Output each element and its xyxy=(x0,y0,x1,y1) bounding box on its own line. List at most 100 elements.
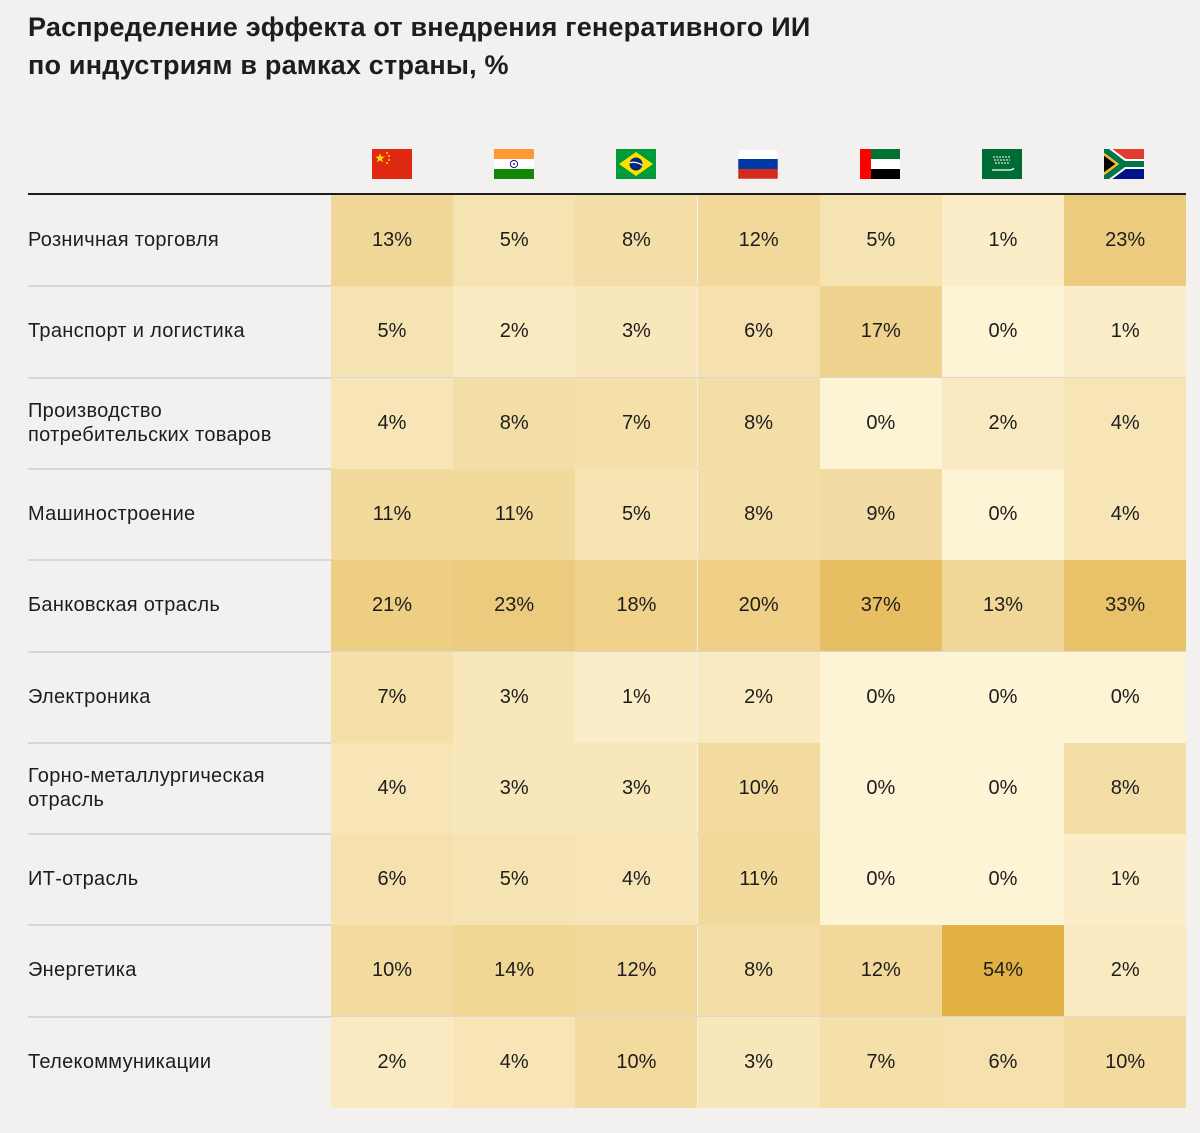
heatmap-cell: 5% xyxy=(819,195,942,286)
row-label: Банковская отрасль xyxy=(28,560,323,650)
heatmap-cell: 3% xyxy=(453,651,576,743)
heatmap-cell: 0% xyxy=(942,651,1064,743)
row-label: Транспорт и логистика xyxy=(28,286,323,376)
row-label-line: Банковская отрасль xyxy=(28,594,221,617)
heatmap-cell: 14% xyxy=(453,925,576,1017)
row-label: Электроника xyxy=(28,652,323,742)
heatmap-cell: 10% xyxy=(575,1016,698,1108)
heatmap-cell: 0% xyxy=(942,834,1064,926)
heatmap-cell: 8% xyxy=(697,925,820,1017)
heatmap-cell: 3% xyxy=(575,742,698,834)
row-label-line: потребительских товаров xyxy=(28,423,272,446)
heatmap-cell: 3% xyxy=(697,1016,820,1108)
heatmap-cell: 7% xyxy=(575,377,698,469)
heatmap-cell: 17% xyxy=(819,286,942,378)
heatmap-cell: 23% xyxy=(1064,195,1187,286)
heatmap-cell: 20% xyxy=(697,560,820,652)
row-label: Розничная торговля xyxy=(28,195,323,285)
heatmap-cell: 3% xyxy=(453,742,576,834)
heatmap-cell: 5% xyxy=(575,468,698,560)
heatmap-cell: 11% xyxy=(331,468,453,560)
heatmap-cell: 7% xyxy=(819,1016,942,1108)
row-label-line: Энергетика xyxy=(28,959,137,982)
heatmap-cell: 23% xyxy=(453,560,576,652)
flag-south-africa-icon xyxy=(1104,149,1144,179)
heatmap-cell: 33% xyxy=(1064,560,1187,652)
heatmap-cell: 0% xyxy=(819,377,942,469)
heatmap-cell: 8% xyxy=(697,377,820,469)
heatmap-cell: 1% xyxy=(942,195,1064,286)
heatmap-cell: 12% xyxy=(575,925,698,1017)
heatmap-cell: 3% xyxy=(575,286,698,378)
heatmap-cell: 4% xyxy=(1064,468,1187,560)
heatmap-cell: 1% xyxy=(1064,286,1187,378)
heatmap-cell: 10% xyxy=(697,742,820,834)
header-divider xyxy=(28,193,1186,195)
heatmap-cell: 4% xyxy=(453,1016,576,1108)
heatmap-cell: 0% xyxy=(819,834,942,926)
heatmap-cell: 2% xyxy=(1064,925,1187,1017)
heatmap-cell: 11% xyxy=(453,468,576,560)
heatmap-cell: 9% xyxy=(819,468,942,560)
heatmap-cell: 5% xyxy=(453,834,576,926)
heatmap-cell: 0% xyxy=(819,651,942,743)
heatmap-cell: 2% xyxy=(453,286,576,378)
heatmap-cell: 2% xyxy=(697,651,820,743)
row-label-line: Электроника xyxy=(28,685,151,708)
heatmap-cell: 37% xyxy=(819,560,942,652)
chart-title-line-1: Распределение эффекта от внедрения генер… xyxy=(28,12,811,42)
row-label: Машиностроение xyxy=(28,469,323,559)
row-label: ИТ-отрасль xyxy=(28,834,323,924)
heatmap-cell: 5% xyxy=(331,286,453,378)
heatmap-cell: 8% xyxy=(697,468,820,560)
row-label-line: Телекоммуникации xyxy=(28,1050,212,1073)
chart-title-line-2: по индустриям в рамках страны, % xyxy=(28,50,509,80)
flag-saudi-arabia-icon xyxy=(982,149,1022,179)
heatmap-cell: 4% xyxy=(575,834,698,926)
row-label-line: Производство xyxy=(28,399,163,422)
heatmap-cell: 5% xyxy=(453,195,576,286)
heatmap-cell: 11% xyxy=(697,834,820,926)
row-label-line: Транспорт и логистика xyxy=(28,320,245,343)
heatmap-cell: 8% xyxy=(1064,742,1187,834)
heatmap-cell: 54% xyxy=(942,925,1064,1017)
flag-uae-icon xyxy=(860,149,900,179)
row-label: Горно-металлургическая отрасль xyxy=(28,743,323,833)
heatmap-cell: 12% xyxy=(697,195,820,286)
row-label: Энергетика xyxy=(28,925,323,1015)
heatmap-cell: 8% xyxy=(453,377,576,469)
heatmap-cell: 1% xyxy=(1064,834,1187,926)
heatmap-cell: 2% xyxy=(331,1016,453,1108)
flag-brazil-icon xyxy=(616,149,656,179)
row-label: Производство потребительских товаров xyxy=(28,378,323,468)
row-label-line: отрасль xyxy=(28,788,105,811)
flag-russia-icon xyxy=(738,149,778,179)
heatmap-cell: 0% xyxy=(819,742,942,834)
heatmap-cell: 6% xyxy=(331,834,453,926)
heatmap-cell: 7% xyxy=(331,651,453,743)
row-label: Телекоммуникации xyxy=(28,1017,323,1107)
heatmap-cell: 10% xyxy=(331,925,453,1017)
heatmap-cell: 6% xyxy=(697,286,820,378)
heatmap-cell: 0% xyxy=(942,468,1064,560)
heatmap-cell: 21% xyxy=(331,560,453,652)
row-label-line: Горно-металлургическая xyxy=(28,764,265,787)
heatmap-cell: 13% xyxy=(942,560,1064,652)
heatmap-cell: 10% xyxy=(1064,1016,1187,1108)
heatmap-cell: 0% xyxy=(1064,651,1187,743)
row-label-line: Розничная торговля xyxy=(28,229,219,251)
heatmap-cell: 4% xyxy=(1064,377,1187,469)
heatmap-cell: 4% xyxy=(331,742,453,834)
heatmap-cell: 1% xyxy=(575,651,698,743)
heatmap-cell: 12% xyxy=(819,925,942,1017)
heatmap-cell: 8% xyxy=(575,195,698,286)
row-label-line: Машиностроение xyxy=(28,502,196,525)
chart-title: Распределение эффекта от внедрения генер… xyxy=(28,8,1168,84)
flag-india-icon xyxy=(494,149,534,179)
flag-china-icon xyxy=(372,149,412,179)
heatmap-cell: 2% xyxy=(942,377,1064,469)
heatmap-cell: 6% xyxy=(942,1016,1064,1108)
heatmap-cell: 4% xyxy=(331,377,453,469)
row-label-line: ИТ-отрасль xyxy=(28,868,139,891)
heatmap-cell: 0% xyxy=(942,286,1064,378)
